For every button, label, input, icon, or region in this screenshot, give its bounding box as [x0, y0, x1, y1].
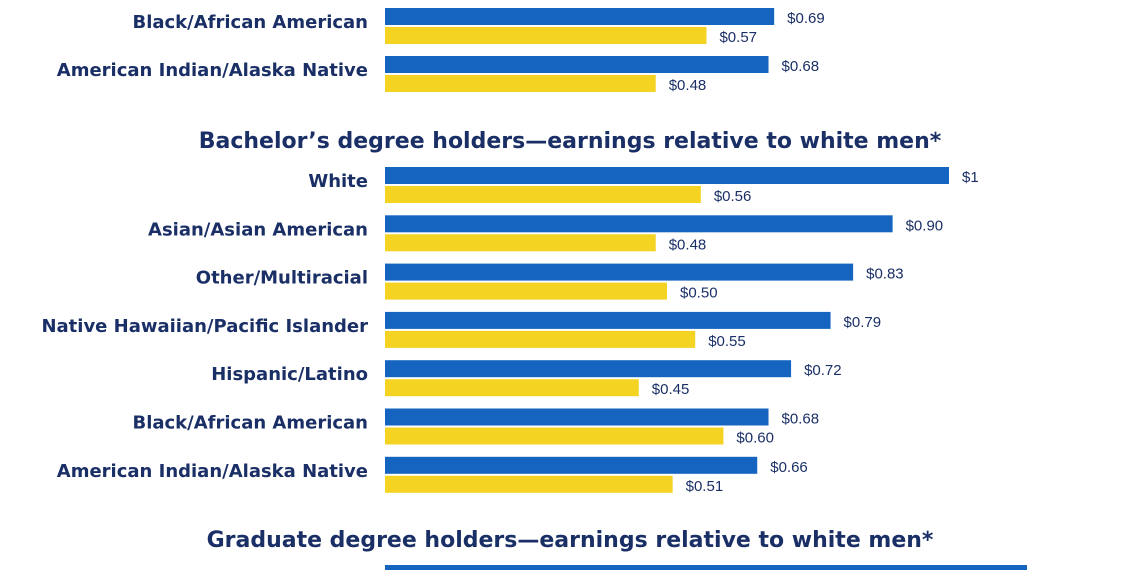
bar-series-2 — [385, 379, 639, 397]
bar-series-2 — [385, 475, 673, 493]
bar-series-1 — [385, 311, 831, 329]
bar-series-1 — [385, 565, 1027, 570]
data-label: $0.79 — [844, 314, 882, 331]
category-label: Hispanic/Latino — [211, 364, 368, 385]
bar-series-1 — [385, 360, 792, 378]
data-label: $0.51 — [686, 478, 724, 495]
bar-series-1 — [385, 56, 769, 73]
bar-series-2 — [385, 27, 707, 44]
bar-series-1 — [385, 456, 758, 474]
bar-series-1 — [385, 408, 769, 426]
bar-series-2 — [385, 427, 724, 445]
data-label: $0.56 — [714, 188, 752, 205]
data-label: $0.57 — [719, 29, 757, 46]
data-label: $0.66 — [770, 459, 808, 476]
bar-series-1 — [385, 215, 893, 233]
data-label: $0.55 — [708, 333, 746, 350]
data-label: $0.60 — [736, 430, 774, 447]
data-label: $0.48 — [669, 236, 707, 253]
data-label: $0.45 — [652, 381, 690, 398]
data-label: $1 — [962, 169, 979, 186]
category-label: Asian/Asian American — [148, 219, 368, 240]
bar-series-2 — [385, 330, 696, 348]
category-label: Other/Multiracial — [196, 268, 368, 289]
bar-series-1 — [385, 167, 949, 184]
category-label: White — [308, 171, 368, 192]
data-label: $0.72 — [804, 362, 842, 379]
bar-series-2 — [385, 75, 656, 92]
chart-title: Graduate degree holders—earnings relativ… — [207, 528, 934, 553]
data-label: $0.68 — [782, 411, 820, 428]
data-label: $0.83 — [866, 266, 904, 283]
data-label: $0.48 — [669, 77, 707, 94]
data-label: $0.68 — [782, 58, 820, 75]
category-label: American Indian/Alaska Native — [57, 60, 368, 81]
bar-series-2 — [385, 186, 701, 203]
category-label: American Indian/Alaska Native — [57, 461, 368, 482]
chart-title: Bachelor’s degree holders—earnings relat… — [199, 129, 942, 154]
category-label: Native Hawaiian/Pacific Islander — [41, 316, 368, 337]
data-label: $0.50 — [680, 285, 718, 302]
bar-series-1 — [385, 263, 854, 281]
data-label: $0.69 — [787, 10, 825, 27]
bar-series-2 — [385, 282, 667, 300]
category-label: Black/African American — [132, 413, 368, 434]
bar-series-1 — [385, 8, 775, 25]
bar-series-2 — [385, 234, 656, 252]
category-label: Black/African American — [132, 12, 368, 33]
data-label: $0.90 — [906, 217, 944, 234]
